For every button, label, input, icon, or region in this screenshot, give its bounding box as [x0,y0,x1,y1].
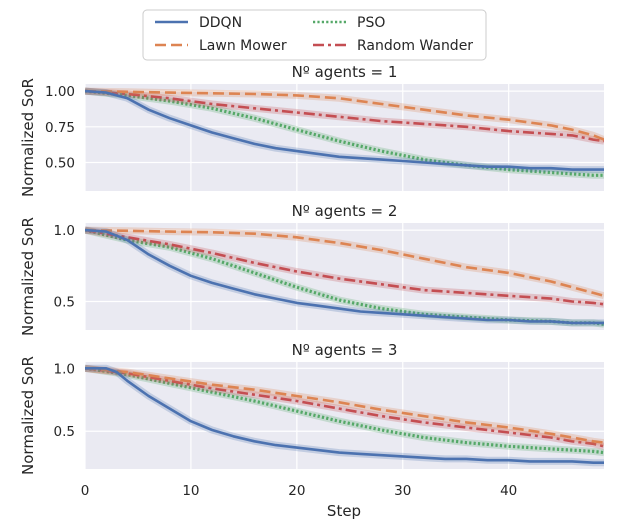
series-line-ddqn [85,89,604,171]
x-tick-label: 0 [81,483,90,499]
series-line-lawn-mower [85,367,604,444]
panel-1: 0.50 0.75 1.00 Nº agents = 1 Normalized SoR [19,63,604,197]
panel-title: Nº agents = 3 [292,341,398,359]
legend-item-ddqn: DDQN [155,15,242,31]
x-tick-label: 10 [182,483,199,499]
plot-area [85,223,604,330]
legend-label: DDQN [199,15,242,31]
panel-title: Nº agents = 2 [292,202,398,220]
series-group [85,226,604,328]
legend-label: Random Wander [357,38,473,54]
panel-3: 0.5 1.0 Nº agents = 3 Normalized SoR 0 10 20 30… [19,341,604,499]
y-tick-label: 0.50 [45,155,75,171]
series-line-random-wander [85,367,604,448]
y-axis-label: Normalized SoR [19,217,37,336]
legend-item-random-wander: Random Wander [313,38,473,54]
legend-item-lawn-mower: Lawn Mower [155,38,287,54]
series-band-random-wander [85,87,604,145]
x-tick-label: 30 [394,483,411,499]
x-axis-label: Step [327,502,361,520]
series-group [85,364,604,467]
y-tick-label: 0.5 [54,424,75,440]
legend: DDQN Lawn Mower PSO Random Wander [142,9,487,61]
y-axis-label: Normalized SoR [19,78,37,197]
x-tick-label: 40 [500,483,517,499]
series-line-ddqn [85,366,604,465]
y-tick-label: 0.75 [45,120,75,136]
y-tick-label: 1.0 [54,361,75,377]
y-tick-label: 1.00 [45,84,75,100]
legend-frame [142,9,487,61]
y-tick-label: 0.5 [54,294,75,310]
series-line-lawn-mower [85,89,604,141]
legend-label: PSO [357,15,385,31]
legend-item-pso: PSO [313,15,385,31]
series-band-pso [85,87,604,179]
legend-label: Lawn Mower [199,38,287,54]
series-line-random-wander [85,228,604,306]
series-group [85,87,604,179]
series-line-ddqn [85,228,604,325]
y-axis-label: Normalized SoR [19,356,37,475]
plot-area [85,84,604,191]
series-line-lawn-mower [85,228,604,298]
panel-2: 0.5 1.0 Nº agents = 2 Normalized SoR [19,202,604,336]
panel-title: Nº agents = 1 [292,63,398,81]
y-tick-label: 1.0 [54,223,75,239]
series-band-pso [85,364,604,457]
x-tick-label: 20 [288,483,305,499]
